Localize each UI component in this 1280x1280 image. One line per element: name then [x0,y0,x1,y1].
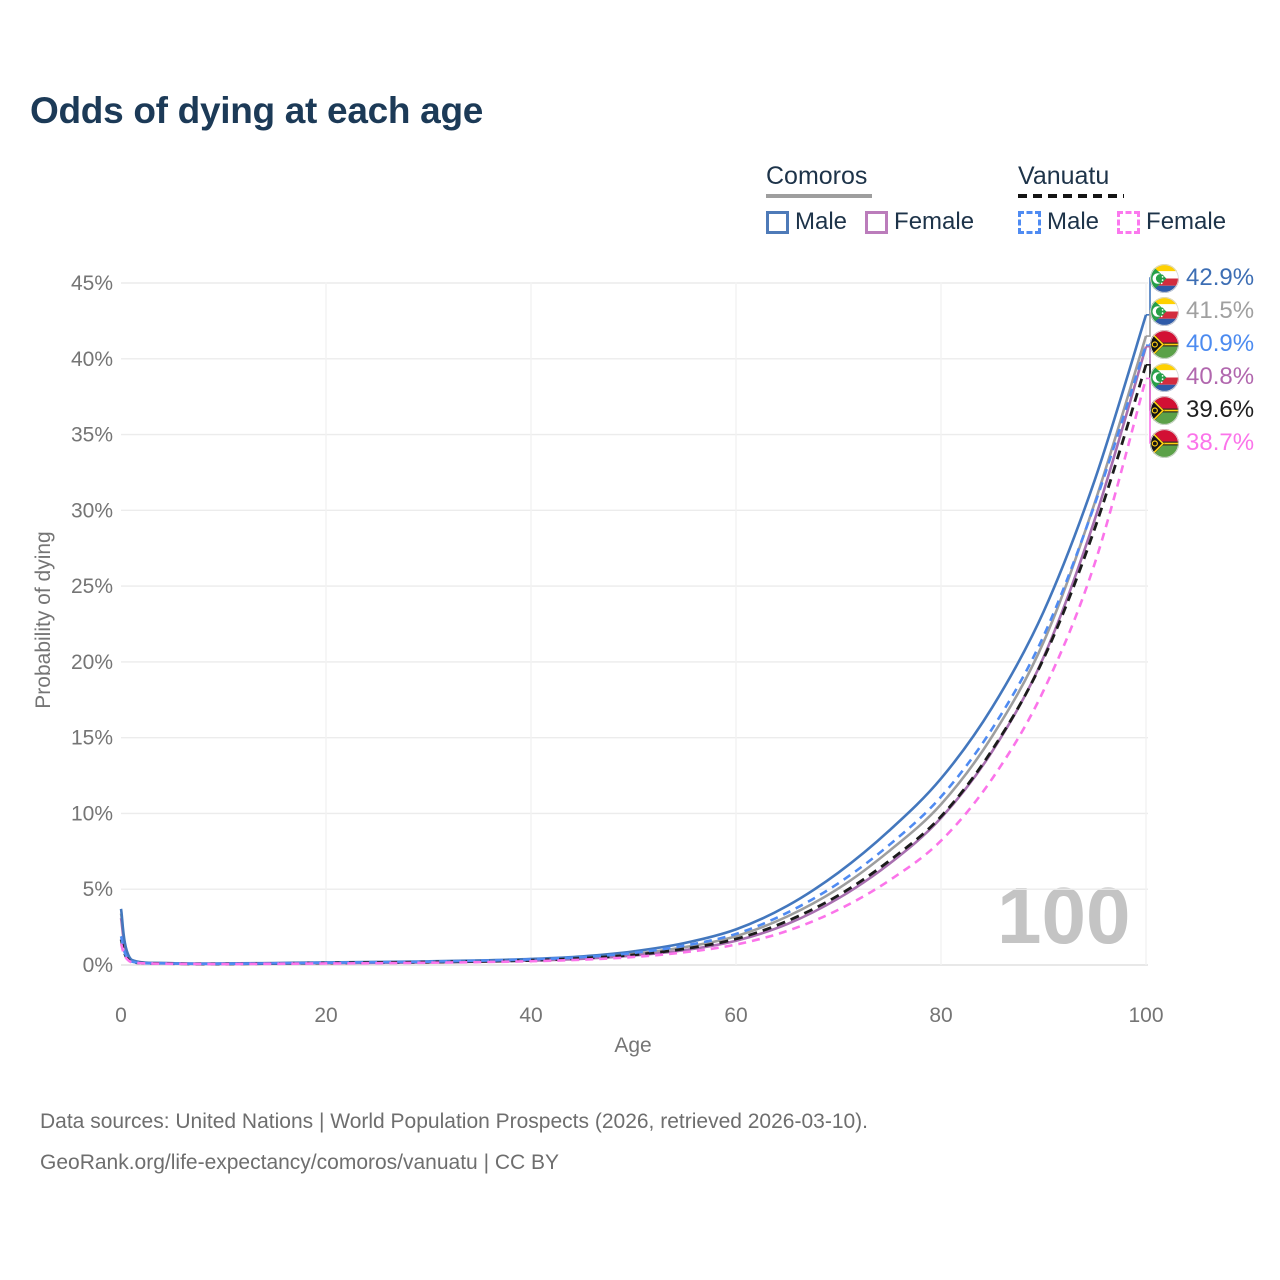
legend-label-comoros-male[interactable]: Male [795,208,848,235]
comoros-flag-icon [1150,362,1179,392]
y-axis-title: Probability of dying [32,531,55,709]
series-line-vanuatu_both[interactable] [119,364,1148,966]
end-label-value: 40.9% [1186,330,1255,357]
end-label-vanuatu-female: 38.7% [1150,427,1254,459]
legend-country-label-comoros: Comoros [766,162,868,190]
footer-data-sources: Data sources: United Nations | World Pop… [40,1110,869,1133]
y-tick-label: 35% [71,424,113,447]
end-label-value: 42.9% [1186,264,1255,291]
end-label-comoros-female: 40.8% [1150,361,1254,393]
y-tick-label: 20% [71,651,113,674]
legend-swatch-vanuatu-male[interactable] [1018,210,1041,234]
legend-country-label-vanuatu: Vanuatu [1018,162,1110,190]
series-line-comoros_female[interactable] [119,346,1148,966]
x-axis-title: Age [614,1034,652,1057]
end-label-vanuatu-male: 40.9% [1150,328,1254,360]
legend-swatch-comoros-female[interactable] [865,210,889,234]
x-tick-label: 100 [1128,1004,1163,1027]
comoros-flag-icon [1150,296,1179,326]
legend-header-vanuatu[interactable]: Vanuatu [1018,162,1244,198]
legend-header-comoros[interactable]: Comoros [766,162,992,198]
y-tick-label: 0% [83,954,113,977]
x-tick-label: 40 [519,1004,542,1027]
series-line-vanuatu_male[interactable] [119,344,1148,966]
legend-label-vanuatu-male[interactable]: Male [1047,208,1100,235]
comoros-flag-icon [1150,263,1179,293]
y-tick-label: 5% [83,878,113,901]
legend-swatch-vanuatu-female[interactable] [1117,210,1141,234]
vanuatu-flag-icon [1150,428,1179,458]
x-tick-label: 60 [724,1004,747,1027]
y-tick-label: 45% [71,272,113,295]
y-tick-label: 40% [71,348,113,371]
end-label-value: 41.5% [1186,297,1255,324]
end-label-comoros-male: 42.9% [1150,262,1254,294]
x-tick-label: 80 [929,1004,952,1027]
legend-label-comoros-female[interactable]: Female [894,208,975,235]
legend-underline-vanuatu-dashed [1018,194,1124,198]
legend-group-comoros: Comoros Male Female [766,162,992,236]
series-line-vanuatu_female[interactable] [119,378,1148,966]
vanuatu-flag-icon [1150,329,1179,359]
legend-label-vanuatu-female[interactable]: Female [1146,208,1227,235]
legend-swatch-comoros-male[interactable] [766,210,789,234]
end-label-value: 39.6% [1186,396,1255,423]
y-tick-label: 15% [71,727,113,750]
y-tick-label: 30% [71,499,113,522]
series-line-comoros_both[interactable] [119,335,1148,966]
end-label-comoros-both: 41.5% [1150,295,1254,327]
end-label-value: 40.8% [1186,363,1255,390]
vanuatu-flag-icon [1150,395,1179,425]
page-title: Odds of dying at each age [30,90,484,131]
footer-attribution-link[interactable]: GeoRank.org/life-expectancy/comoros/vanu… [40,1151,560,1174]
legend-group-vanuatu: Vanuatu Male Female [1018,162,1244,236]
y-tick-label: 10% [71,802,113,825]
end-label-vanuatu-both: 39.6% [1150,394,1254,426]
x-tick-label: 0 [115,1004,127,1027]
y-tick-label: 25% [71,575,113,598]
x-tick-label: 20 [314,1004,337,1027]
legend-underline-comoros-solid [766,194,872,198]
series-line-comoros_male[interactable] [119,314,1148,965]
end-label-value: 38.7% [1186,429,1255,456]
